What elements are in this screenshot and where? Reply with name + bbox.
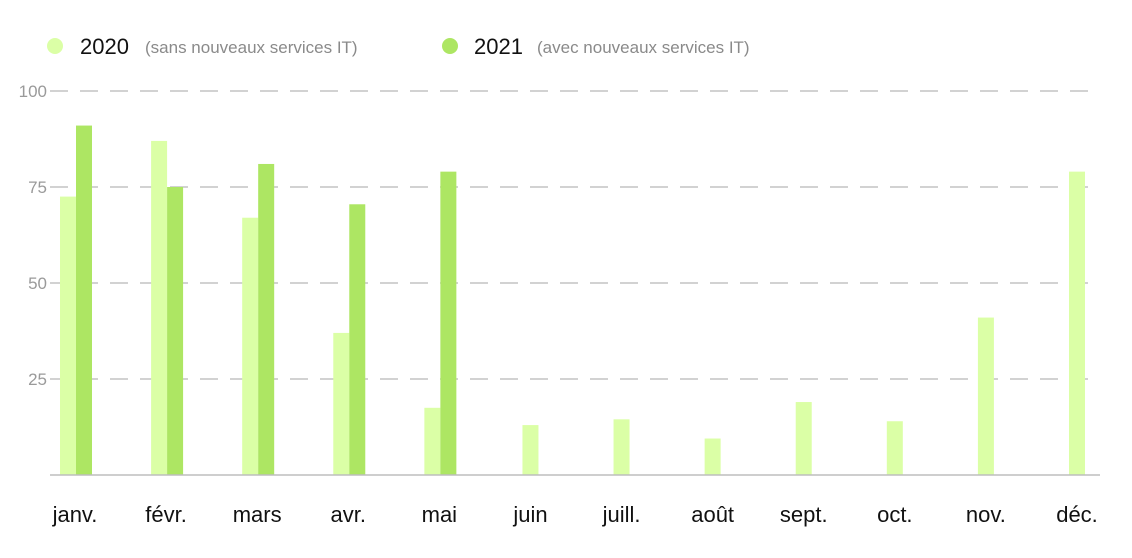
bar-2020-7[interactable]	[704, 438, 721, 475]
bar-2020-1[interactable]	[151, 140, 168, 476]
x-tick-label: août	[691, 502, 734, 527]
x-tick-label: nov.	[966, 502, 1006, 527]
bar-2021-3[interactable]	[349, 204, 366, 475]
bars	[60, 125, 1085, 476]
legend: 2020 (sans nouveaux services IT) 2021 (a…	[47, 34, 750, 59]
bar-2020-5[interactable]	[522, 425, 539, 475]
bar-2020-8[interactable]	[795, 402, 812, 475]
legend-swatch-2021	[442, 38, 458, 54]
bar-2020-6[interactable]	[613, 419, 630, 475]
y-tick-label: 100	[19, 82, 47, 101]
legend-label-2021: 2021	[474, 34, 523, 59]
x-tick-label: avr.	[331, 502, 366, 527]
x-axis-ticks: janv. févr. mars avr. mai juin juill. août sept.…	[52, 502, 1098, 527]
bar-2020-2[interactable]	[242, 217, 259, 475]
bar-2020-0[interactable]	[60, 196, 76, 475]
bar-2020-9[interactable]	[886, 421, 903, 475]
legend-swatch-2020	[47, 38, 63, 54]
bar-2020-4[interactable]	[424, 407, 441, 475]
legend-label-2020: 2020	[80, 34, 129, 59]
x-tick-label: mars	[233, 502, 282, 527]
x-tick-label: oct.	[877, 502, 912, 527]
bar-2020-10[interactable]	[977, 317, 994, 475]
x-tick-label: juin	[512, 502, 547, 527]
legend-detail-2021: (avec nouveaux services IT)	[537, 38, 750, 57]
x-tick-label: févr.	[145, 502, 187, 527]
bar-2020-3[interactable]	[333, 332, 350, 475]
y-tick-label: 50	[28, 274, 47, 293]
x-tick-label: sept.	[780, 502, 828, 527]
bar-2021-4[interactable]	[440, 171, 457, 475]
x-tick-label: déc.	[1056, 502, 1098, 527]
y-tick-label: 75	[28, 178, 47, 197]
legend-item-2020[interactable]: 2020 (sans nouveaux services IT)	[47, 34, 358, 59]
gridlines	[50, 90, 1100, 380]
bar-2021-2[interactable]	[258, 163, 275, 475]
x-tick-label: janv.	[52, 502, 98, 527]
legend-item-2021[interactable]: 2021 (avec nouveaux services IT)	[442, 34, 750, 59]
bar-2021-0[interactable]	[76, 125, 92, 475]
x-tick-label: mai	[422, 502, 457, 527]
bar-2020-11[interactable]	[1069, 171, 1085, 475]
x-tick-label: juill.	[602, 502, 641, 527]
y-tick-label: 25	[28, 370, 47, 389]
legend-detail-2020: (sans nouveaux services IT)	[145, 38, 358, 57]
y-axis-ticks: 25 50 75 100	[19, 82, 47, 389]
bar-2021-1[interactable]	[167, 187, 184, 475]
